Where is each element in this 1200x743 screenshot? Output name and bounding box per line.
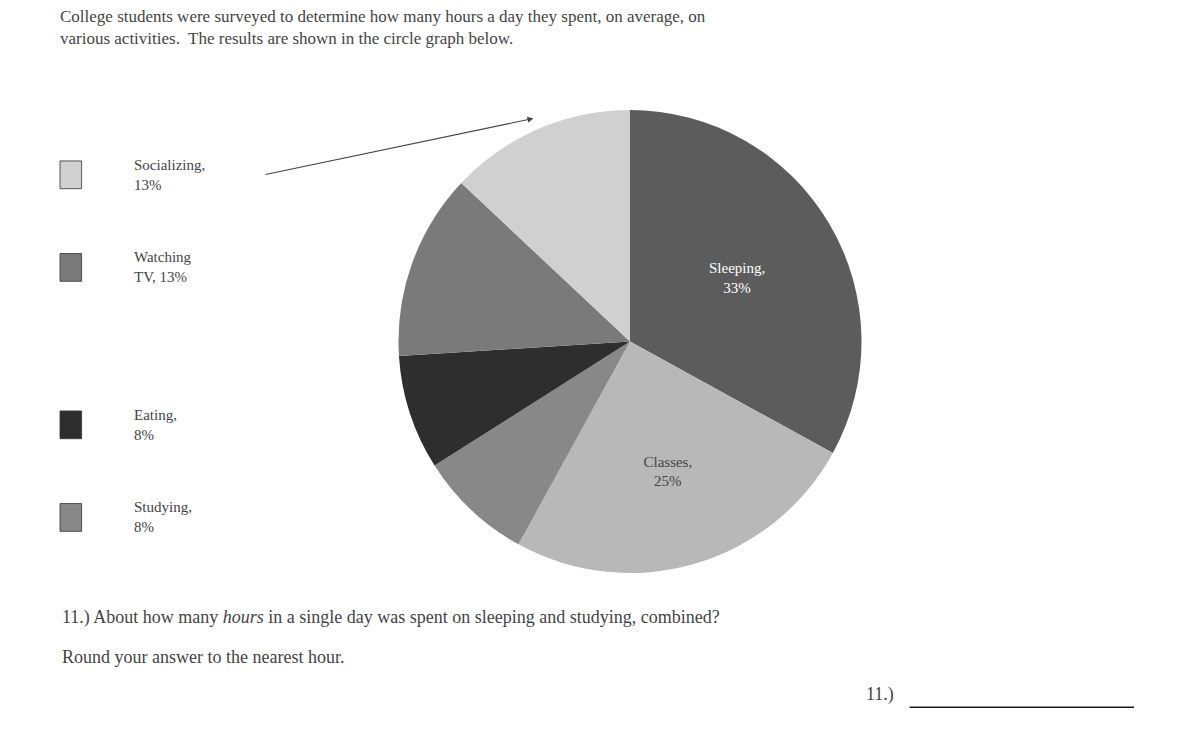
svg-text:11.) About how many hours in a: 11.) About how many hours in a single da… bbox=[62, 607, 720, 628]
svg-text:Studying,8%: Studying,8% bbox=[134, 499, 192, 535]
svg-text:Round your answer to the neare: Round your answer to the nearest hour. bbox=[62, 647, 344, 667]
svg-text:Classes,25%: Classes,25% bbox=[643, 454, 692, 490]
svg-text:11.): 11.) bbox=[866, 684, 894, 705]
svg-text:WatchingTV, 13%: WatchingTV, 13% bbox=[134, 249, 192, 285]
svg-text:Sleeping,33%: Sleeping,33% bbox=[709, 260, 765, 296]
svg-text:Eating,8%: Eating,8% bbox=[134, 407, 177, 443]
svg-text:College students were surveyed: College students were surveyed to determ… bbox=[60, 7, 706, 48]
svg-text:Socializing,13%: Socializing,13% bbox=[134, 157, 205, 193]
